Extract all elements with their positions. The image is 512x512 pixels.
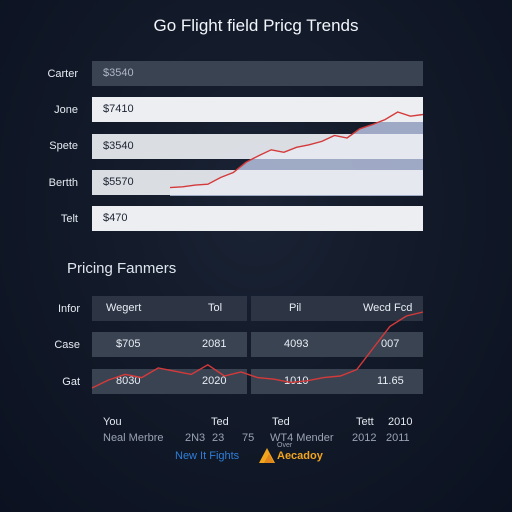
grid-header-text: Wegert: [106, 302, 142, 314]
grid-header-text: Tol: [208, 302, 223, 314]
footer-text: Tett: [356, 416, 374, 428]
footer-text: 2010: [388, 416, 413, 428]
grid-cell-text: 8030: [116, 375, 141, 387]
section-title: Pricing Fanmers: [67, 260, 177, 277]
footer-text: Neal Merbre: [103, 432, 164, 444]
brand-right-small: Over: [277, 442, 293, 449]
footer-text: 75: [242, 432, 255, 444]
brand-right[interactable]: Over Aecadoy: [257, 442, 337, 465]
price-bar[interactable]: $470: [92, 206, 423, 231]
row-label: Jone: [54, 104, 78, 116]
footer-text: 2N3: [185, 432, 206, 444]
price-value: $7410: [103, 103, 134, 115]
brand-right-text: Aecadoy: [277, 450, 323, 462]
price-bar[interactable]: $7410: [92, 97, 423, 122]
grid-cell-text: 4093: [284, 338, 309, 350]
footer-text: 2012: [352, 432, 377, 444]
brand-left-link[interactable]: New It Fights: [175, 450, 240, 462]
grid-cell-text: 2081: [202, 338, 227, 350]
price-value: $5570: [103, 176, 134, 188]
price-bar[interactable]: $3540: [92, 61, 423, 86]
price-value: $3540: [103, 67, 134, 79]
price-bar[interactable]: $3540: [92, 134, 423, 159]
grid-header-text: Pil: [289, 302, 302, 314]
grid-row-label: Gat: [62, 376, 80, 388]
footer-text: Ted: [272, 416, 290, 428]
grid-cell[interactable]: 1010 11.65: [251, 369, 423, 394]
footer-text: WT4 Mender: [270, 432, 334, 444]
row-label: Bertth: [48, 177, 78, 189]
price-value: $470: [103, 212, 128, 224]
grid-cell[interactable]: 8030 2020: [92, 369, 247, 394]
grid-row-label: Case: [54, 339, 80, 351]
row-label: Carter: [47, 68, 78, 80]
grid-cell-text: $705: [116, 338, 141, 350]
row-label: Spete: [49, 140, 78, 152]
grid-cell-text: 11.65: [377, 375, 404, 387]
chart-title: Go Flight field Pricg Trends: [153, 16, 359, 35]
grid-header-text: Wecd Fcd: [363, 302, 413, 314]
grid-cell[interactable]: $705 2081: [92, 332, 247, 357]
price-value: $3540: [103, 140, 134, 152]
footer-text: You: [103, 416, 122, 428]
footer-text: 2011: [386, 432, 410, 444]
price-bar[interactable]: $5570: [92, 170, 423, 195]
grid-header-cell[interactable]: Pil Wecd Fcd: [251, 296, 423, 321]
brand-logo-icon: [259, 448, 275, 463]
grid-cell-text: 1010: [284, 375, 309, 387]
grid-cell[interactable]: 4093 007: [251, 332, 423, 357]
row-label: Telt: [60, 213, 78, 225]
grid-header-cell[interactable]: Wegert Tol: [92, 296, 247, 321]
footer-text: 23: [212, 432, 225, 444]
grid-row-label: Infor: [57, 303, 80, 315]
grid-cell-text: 007: [381, 338, 400, 350]
footer-text: Ted: [211, 416, 229, 428]
grid-cell-text: 2020: [202, 375, 227, 387]
